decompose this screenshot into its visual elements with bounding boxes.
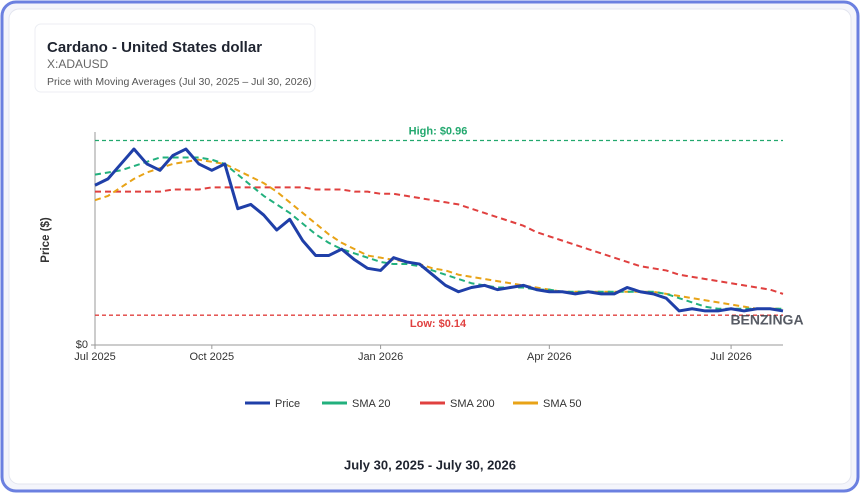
card: [8, 8, 852, 485]
x-tick-label: Jan 2026: [358, 351, 403, 363]
legend-label: Price: [275, 398, 300, 410]
series-line: [94, 147, 784, 313]
y-axis-label: Price ($): [40, 217, 52, 263]
legend-label: SMA 200: [450, 398, 495, 410]
series-line: [95, 186, 784, 295]
chart-title: Cardano - United States dollar: [47, 39, 262, 56]
y-tick-label: $0: [76, 339, 88, 351]
watermark: BENZINGA: [730, 312, 803, 328]
legend-label: SMA 20: [352, 398, 391, 410]
x-tick-label: Jul 2026: [710, 351, 752, 363]
x-tick-label: Oct 2025: [190, 351, 235, 363]
low-label: Low: $0.14: [410, 318, 467, 330]
legend-label: SMA 50: [543, 398, 582, 410]
series-line: [94, 156, 783, 310]
chart-subtitle: Price with Moving Averages (Jul 30, 2025…: [47, 76, 312, 88]
header-box: [34, 23, 316, 93]
x-tick-label: Jul 2025: [74, 351, 116, 363]
x-tick-label: Apr 2026: [527, 351, 572, 363]
footer: July 30, 2025 - July 30, 2026: [344, 457, 516, 472]
ticker: X:ADAUSD: [47, 57, 109, 71]
high-label: High: $0.96: [409, 125, 468, 137]
